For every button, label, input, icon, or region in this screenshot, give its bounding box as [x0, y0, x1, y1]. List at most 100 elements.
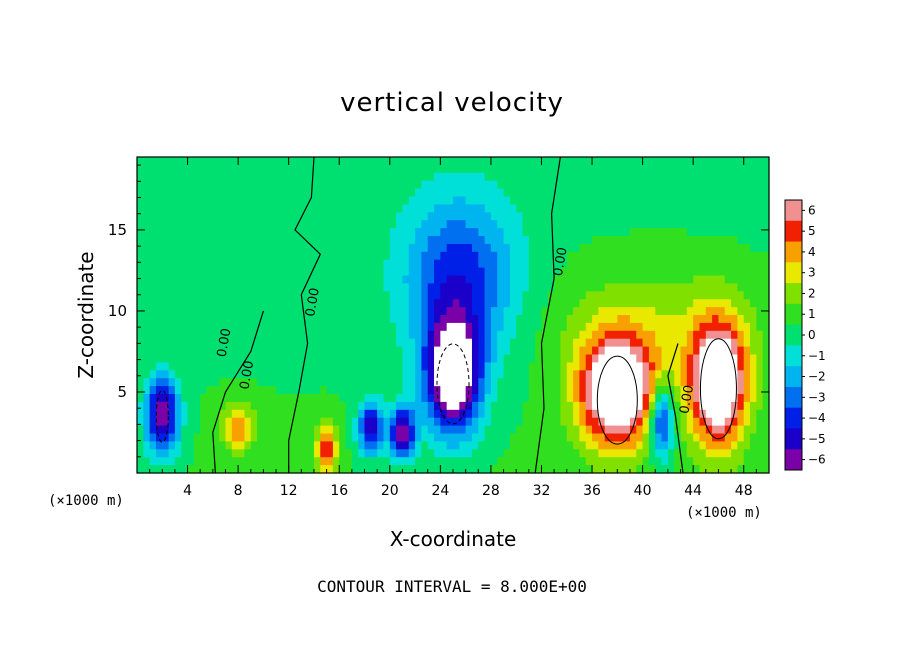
field-cell	[762, 417, 770, 427]
field-cell	[440, 362, 448, 371]
field-cell	[421, 267, 429, 277]
field-cell	[674, 291, 682, 300]
field-cell	[560, 449, 568, 458]
field-cell	[288, 370, 296, 379]
field-cell	[446, 307, 454, 316]
field-cell	[383, 236, 391, 245]
field-cell	[585, 386, 593, 395]
field-cell	[307, 322, 315, 332]
field-cell	[573, 259, 580, 269]
field-cell	[137, 378, 144, 387]
field-cell	[471, 243, 479, 253]
field-cell	[528, 220, 536, 229]
field-cell	[535, 425, 543, 435]
field-cell	[655, 315, 663, 324]
field-cell	[585, 315, 593, 324]
field-cell	[554, 370, 562, 379]
field-cell	[642, 322, 650, 332]
field-cell	[592, 228, 599, 237]
field-cell	[137, 275, 144, 284]
field-cell	[193, 315, 201, 324]
field-cell	[257, 378, 264, 387]
field-cell	[408, 204, 416, 213]
field-cell	[427, 394, 435, 403]
field-cell	[604, 338, 612, 348]
field-cell	[648, 188, 656, 198]
field-cell	[509, 315, 517, 324]
field-cell	[276, 243, 283, 253]
field-cell	[585, 196, 593, 205]
field-cell	[168, 338, 176, 348]
field-cell	[648, 330, 656, 340]
field-cell	[724, 370, 732, 379]
field-cell	[648, 338, 656, 348]
field-cell	[250, 188, 258, 198]
field-cell	[731, 338, 738, 348]
field-cell	[661, 291, 669, 300]
field-cell	[377, 204, 385, 213]
field-cell	[585, 409, 593, 419]
field-cell	[718, 338, 726, 348]
field-cell	[181, 157, 189, 166]
field-cell	[680, 243, 688, 253]
field-cell	[598, 251, 606, 261]
field-cell	[579, 157, 587, 166]
field-cell	[667, 433, 675, 442]
field-cell	[554, 394, 562, 403]
field-cell	[345, 236, 353, 245]
field-cell	[490, 283, 498, 292]
field-cell	[149, 362, 157, 371]
field-cell	[453, 283, 460, 292]
field-cell	[244, 354, 252, 363]
field-cell	[155, 180, 163, 190]
field-cell	[686, 425, 694, 435]
field-cell	[206, 315, 214, 324]
field-cell	[762, 188, 770, 198]
field-cell	[541, 354, 549, 363]
field-cell	[345, 409, 353, 419]
field-cell	[516, 259, 524, 269]
field-cell	[162, 212, 170, 221]
field-cell	[465, 315, 473, 324]
field-cell	[370, 164, 378, 174]
field-cell	[497, 425, 505, 435]
field-cell	[326, 378, 334, 387]
field-cell	[604, 299, 612, 308]
field-cell	[155, 394, 163, 403]
field-cell	[427, 188, 435, 198]
field-cell	[636, 338, 644, 348]
field-cell	[750, 386, 757, 395]
field-cell	[693, 299, 701, 308]
field-cell	[168, 433, 176, 442]
field-cell	[313, 338, 321, 348]
field-cell	[629, 394, 637, 403]
contour-label: 0.00	[215, 327, 235, 358]
field-cell	[541, 212, 549, 221]
field-cell	[396, 172, 404, 182]
field-cell	[541, 267, 549, 277]
field-cell	[756, 157, 764, 166]
field-cell	[648, 457, 656, 466]
field-cell	[143, 267, 151, 277]
field-cell	[503, 243, 511, 253]
field-cell	[187, 441, 195, 450]
field-cell	[718, 346, 726, 356]
field-cell	[471, 228, 479, 237]
field-cell	[396, 433, 404, 442]
field-cell	[731, 409, 738, 419]
field-cell	[212, 322, 220, 332]
field-cell	[503, 228, 511, 237]
field-cell	[459, 243, 467, 253]
field-cell	[320, 370, 328, 379]
field-cell	[326, 425, 334, 435]
field-cell	[693, 267, 701, 277]
field-cell	[288, 275, 296, 284]
field-cell	[750, 457, 757, 466]
field-cell	[497, 378, 505, 387]
field-cell	[465, 401, 473, 411]
field-cell	[339, 417, 347, 427]
field-cell	[490, 243, 498, 253]
field-cell	[693, 417, 701, 427]
field-cell	[389, 394, 397, 403]
field-cell	[402, 228, 410, 237]
